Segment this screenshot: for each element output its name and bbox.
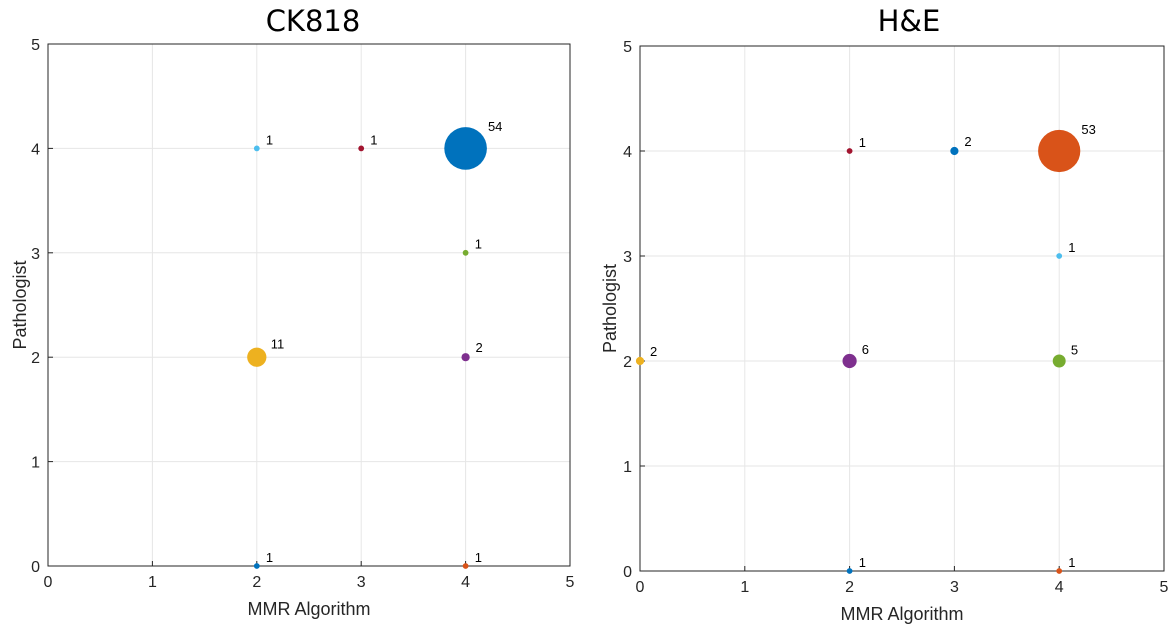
data-label: 5 xyxy=(1071,342,1078,357)
data-label: 1 xyxy=(475,550,482,565)
x-tick-label: 0 xyxy=(636,579,645,596)
data-label: 1 xyxy=(859,135,866,150)
x-tick-label: 5 xyxy=(566,574,575,591)
x-tick-label: 2 xyxy=(845,579,854,596)
data-point xyxy=(1056,568,1063,574)
data-point xyxy=(253,563,260,569)
data-point xyxy=(462,249,469,256)
axes-frame xyxy=(639,45,1165,572)
data-point xyxy=(461,353,470,362)
y-tick-label: 3 xyxy=(623,249,632,266)
y-tick-label: 2 xyxy=(31,350,40,367)
x-tick-label: 0 xyxy=(44,574,53,591)
y-tick-label: 3 xyxy=(31,246,40,263)
x-tick-label: 5 xyxy=(1160,579,1169,596)
x-tick-label: 1 xyxy=(148,574,157,591)
data-label: 53 xyxy=(1081,122,1095,137)
y-axis-label: Pathologist xyxy=(600,264,620,353)
x-axis-label: MMR Algorithm xyxy=(247,599,370,619)
data-point xyxy=(1056,253,1063,259)
data-label: 54 xyxy=(488,119,502,134)
data-label: 1 xyxy=(370,132,377,147)
x-tick-label: 3 xyxy=(950,579,959,596)
data-point xyxy=(358,145,365,152)
x-tick-label: 2 xyxy=(252,574,261,591)
data-label: 1 xyxy=(266,132,273,147)
data-point xyxy=(462,563,469,569)
data-label: 1 xyxy=(475,237,482,252)
data-label: 2 xyxy=(650,344,657,359)
y-tick-label: 0 xyxy=(623,564,632,581)
data-label: 2 xyxy=(476,340,483,355)
data-point xyxy=(842,353,857,369)
data-point xyxy=(253,145,260,152)
data-point xyxy=(846,148,853,154)
y-tick-label: 1 xyxy=(31,455,40,472)
data-label: 2 xyxy=(964,134,971,149)
y-tick-label: 0 xyxy=(31,559,40,576)
y-tick-label: 4 xyxy=(623,144,632,161)
y-tick-label: 5 xyxy=(31,37,40,54)
chart-title: H&E xyxy=(878,4,941,38)
x-tick-label: 3 xyxy=(357,574,366,591)
data-label: 1 xyxy=(1068,555,1075,570)
data-label: 1 xyxy=(859,555,866,570)
data-label: 11 xyxy=(271,336,285,351)
data-point xyxy=(444,127,487,170)
y-tick-label: 5 xyxy=(623,39,632,56)
points: 53 6 5 2 2 1 1 1 1 xyxy=(635,122,1096,574)
data-label: 6 xyxy=(862,342,869,357)
y-axis-label: Pathologist xyxy=(10,260,30,349)
x-tick-label: 1 xyxy=(740,579,749,596)
data-point xyxy=(1038,129,1081,173)
x-tick-label: 4 xyxy=(1055,579,1064,596)
x-axis-label: MMR Algorithm xyxy=(840,604,963,624)
y-tick-label: 2 xyxy=(623,354,632,371)
data-point xyxy=(247,347,267,367)
y-tick-label: 4 xyxy=(31,141,40,158)
x-tick-label: 4 xyxy=(461,574,470,591)
data-label: 1 xyxy=(266,550,273,565)
y-tick-label: 1 xyxy=(623,459,632,476)
data-point xyxy=(635,356,645,366)
data-point xyxy=(846,568,853,574)
chart-title: CK818 xyxy=(266,4,361,38)
data-point xyxy=(1052,354,1066,368)
data-point xyxy=(950,146,959,156)
axes-frame xyxy=(47,43,571,567)
data-label: 1 xyxy=(1068,240,1075,255)
